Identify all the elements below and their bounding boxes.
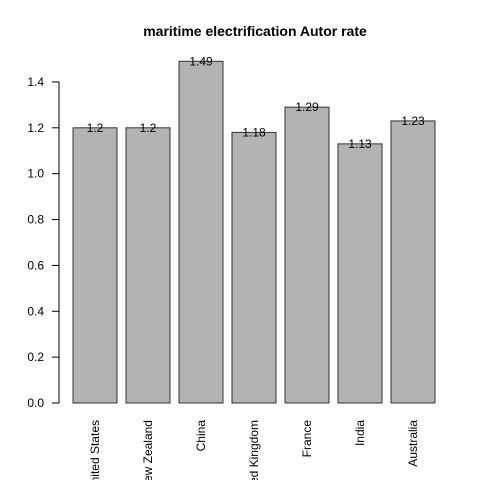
category-label: France [300,420,314,458]
category-label: India [353,420,367,446]
data-label: 1.23 [401,114,425,128]
bars: 1.2 1.2 1.49 1.18 1.29 1.13 1.23 [72,54,436,404]
bar [390,120,436,404]
bar [284,106,330,404]
bar [231,131,277,404]
bar [125,127,171,404]
bar [337,143,383,404]
category-label: New Zealand [141,420,155,480]
y-tick-label: 1.4 [27,75,44,89]
category-label: China [194,420,208,452]
data-label: 1.49 [189,54,213,68]
data-label: 1.2 [87,121,104,135]
y-tick-label: 0.2 [27,350,44,364]
y-tick-label: 0.0 [27,396,44,410]
category-label: Australia [406,420,420,467]
y-tick-label: 0.4 [27,304,44,318]
data-label: 1.18 [242,125,266,139]
y-axis: 0.0 0.2 0.4 0.6 0.8 1.0 1.2 1.4 [27,75,59,410]
data-label: 1.13 [348,137,372,151]
y-tick-label: 0.6 [27,258,44,272]
y-tick-label: 1.0 [27,167,44,181]
chart-title: maritime electrification Autor rate [143,23,367,39]
category-label: United States [88,420,102,480]
category-label: United Kingdom [247,420,261,480]
y-tick-label: 0.8 [27,213,44,227]
bar [72,127,118,404]
bar [178,60,224,404]
data-label: 1.29 [295,100,319,114]
x-axis-labels: United States New Zealand China United King… [88,420,420,480]
data-label: 1.2 [140,121,157,135]
y-tick-label: 1.2 [27,121,44,135]
